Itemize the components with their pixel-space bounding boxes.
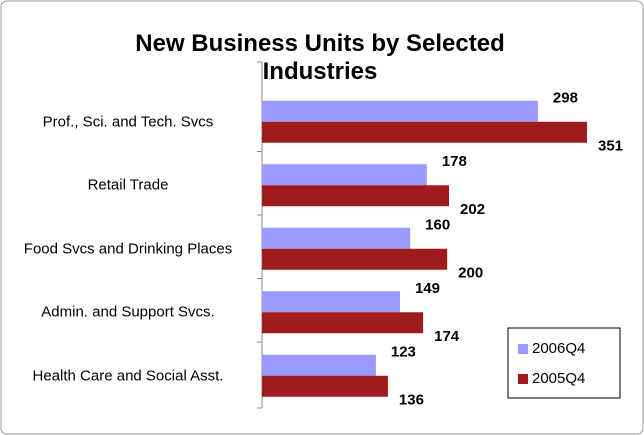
bar	[262, 248, 448, 270]
data-label: 160	[425, 217, 450, 234]
data-label: 202	[460, 201, 485, 218]
legend-box	[507, 327, 621, 399]
data-label: 174	[434, 328, 460, 345]
bar	[262, 100, 538, 122]
legend-swatch	[518, 374, 528, 384]
y-tick-label: Health Care and Social Asst.	[32, 367, 224, 385]
bar	[262, 164, 427, 186]
y-tick-label: Food Svcs and Drinking Places	[23, 240, 233, 258]
bar	[262, 375, 388, 397]
data-label: 351	[598, 138, 623, 155]
y-tick-label: Prof., Sci. and Tech. Svcs	[42, 113, 214, 131]
data-label: 178	[442, 153, 467, 170]
bar	[262, 227, 411, 249]
legend-label: 2006Q4	[532, 340, 585, 357]
data-label: 123	[391, 344, 416, 361]
chart-title: New Business Units by Selected Industrie…	[135, 30, 505, 85]
bar	[262, 312, 424, 334]
y-tick-label: Admin. and Support Svcs.	[41, 303, 215, 321]
data-label: 200	[458, 265, 483, 282]
legend-swatch	[518, 344, 528, 354]
bar	[262, 354, 376, 376]
bar	[262, 291, 400, 313]
data-label: 149	[415, 280, 440, 297]
bar	[262, 121, 587, 143]
data-label: 136	[399, 392, 424, 409]
bar	[262, 185, 450, 207]
legend-label: 2005Q4	[532, 370, 585, 387]
data-label: 298	[553, 90, 578, 107]
y-tick-label: Retail Trade	[87, 176, 169, 194]
